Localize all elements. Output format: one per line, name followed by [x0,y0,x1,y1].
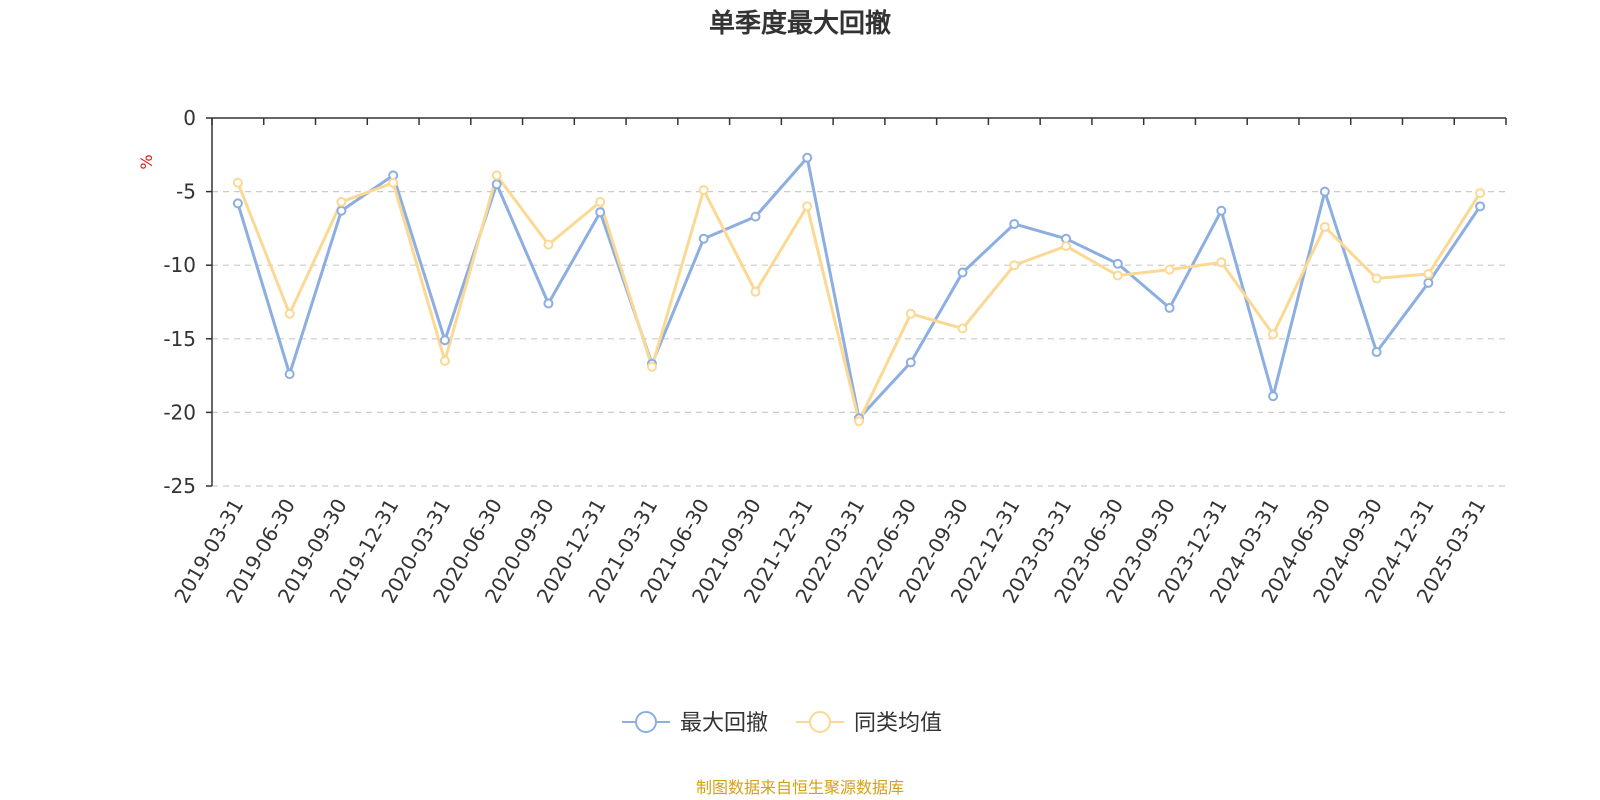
data-point-1 [491,170,502,181]
data-point-1 [802,201,813,212]
y-axis-unit-label: % [137,154,156,169]
data-point-1 [905,308,916,319]
data-point-0 [491,179,502,190]
legend-label: 最大回撤 [680,711,768,736]
data-point-1 [698,185,709,196]
data-point-1 [646,361,657,372]
data-point-1 [595,196,606,207]
data-point-0 [1268,391,1279,402]
data-point-0 [595,207,606,218]
data-point-0 [336,205,347,216]
data-point-0 [1112,258,1123,269]
data-point-1 [1061,241,1072,252]
data-point-0 [957,267,968,278]
data-point-1 [388,177,399,188]
data-point-0 [1475,201,1486,212]
y-tick-labels: 0 -5 -10 -15 -20 -25 [163,106,196,498]
y-tick-label: 0 [183,106,196,130]
series-line-1 [236,173,1482,423]
data-point-1 [957,323,968,334]
legend-swatch-marker [809,711,831,733]
legend-label: 同类均值 [854,711,942,736]
data-point-0 [284,369,295,380]
data-point-1 [854,416,864,427]
data-point-1 [232,177,243,188]
y-tick-label: -5 [176,180,196,204]
data-point-0 [905,357,916,368]
data-point-0 [1216,205,1227,216]
data-point-0 [1319,186,1330,197]
data-point-1 [336,196,347,207]
axes [206,117,1507,487]
grid-lines [212,191,1506,487]
chart-title: 单季度最大回撤 [709,8,891,39]
data-point-1 [1164,264,1175,275]
data-point-0 [543,298,554,309]
y-tick-label: -15 [163,327,196,351]
data-point-0 [1423,277,1434,288]
data-point-1 [1112,270,1123,281]
y-tick-label: -20 [163,400,196,424]
data-point-1 [1371,273,1382,284]
data-point-0 [232,198,243,209]
data-point-1 [284,308,295,319]
data-point-1 [1423,269,1434,280]
series-lines [236,156,1482,423]
data-point-1 [1319,221,1330,232]
data-point-1 [750,286,761,297]
data-point-1 [1216,257,1227,268]
data-source-note: 制图数据来自恒生聚源数据库 [696,778,904,797]
data-point-0 [698,233,709,244]
data-point-0 [1009,218,1020,229]
data-point-1 [1268,329,1279,340]
data-point-1 [1475,188,1486,199]
data-point-0 [802,152,813,163]
data-point-0 [1164,302,1175,313]
data-point-1 [1009,260,1020,271]
data-point-1 [439,355,450,366]
data-point-0 [439,335,450,346]
data-point-0 [750,211,761,222]
y-tick-label: -25 [163,474,196,498]
x-tick-labels: 2019-03-312019-06-302019-09-302019-12-31… [169,495,1490,608]
data-point-0 [1371,347,1382,358]
data-points [232,152,1486,427]
y-tick-label: -10 [163,253,196,277]
legend: 最大回撤 同类均值 [622,711,942,736]
legend-swatch-marker [635,711,657,733]
data-point-1 [543,239,554,250]
